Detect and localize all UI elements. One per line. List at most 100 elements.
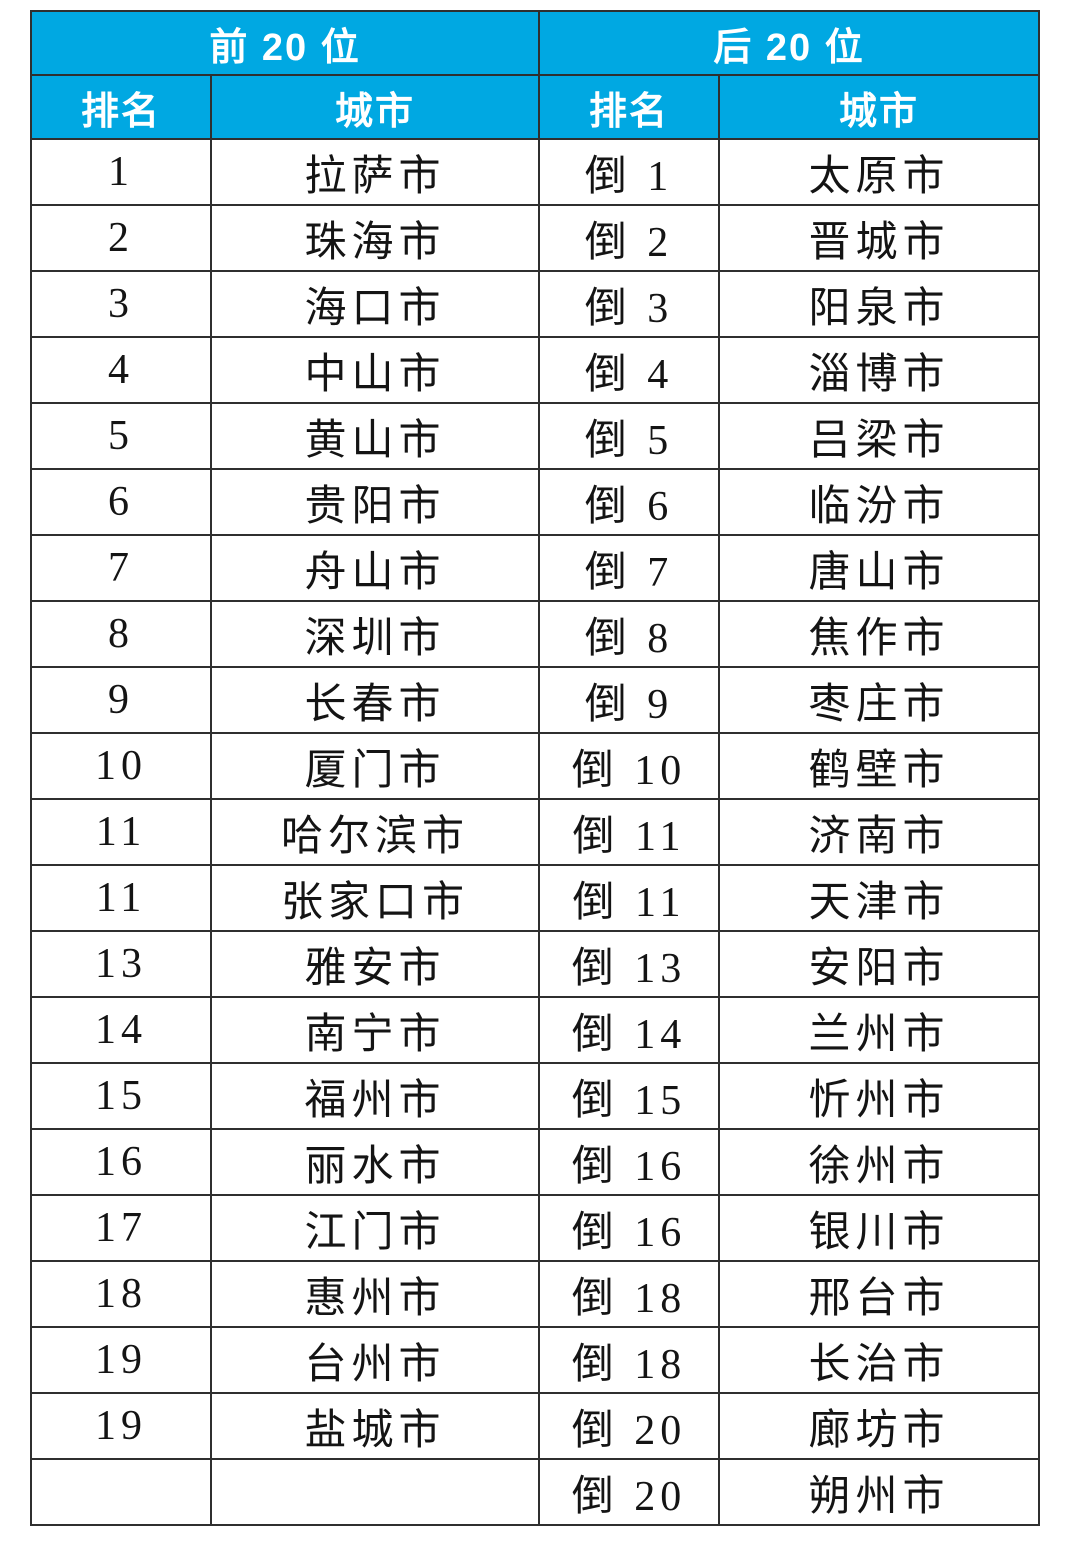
table-row: 3 海口市倒 3 阳泉市 <box>30 270 1041 338</box>
ranking-table-container: 前 20 位 后 20 位 排名 城市 排名 城市 1 拉萨市倒 1 太原市 2 珠海市… <box>29 10 1041 1526</box>
city-cell-left: 哈尔滨市 <box>209 798 541 866</box>
city-cell-right: 鹤壁市 <box>718 732 1041 800</box>
table-body: 1 拉萨市倒 1 太原市 2 珠海市倒 2 晋城市 3 海口市倒 3 阳泉市 4 中山市倒 4 淄博市… <box>30 138 1041 1526</box>
table-row: 7 舟山市倒 7 唐山市 <box>30 534 1041 602</box>
rank-cell-right: 倒 3 <box>538 270 721 338</box>
rank-cell-left <box>30 1458 212 1526</box>
table-row: 17 江门市倒 16 银川市 <box>30 1194 1041 1262</box>
table-row: 4 中山市倒 4 淄博市 <box>30 336 1041 404</box>
table-row: 16 丽水市倒 16 徐州市 <box>30 1128 1041 1196</box>
city-cell-right: 长治市 <box>718 1326 1041 1394</box>
table-row: 15 福州市倒 15 忻州市 <box>30 1062 1041 1130</box>
city-cell-left: 张家口市 <box>209 864 541 932</box>
rank-cell-right: 倒 1 <box>538 138 721 206</box>
rank-cell-left: 1 <box>30 138 212 206</box>
table-row: 5 黄山市倒 5 吕梁市 <box>30 402 1041 470</box>
city-cell-left <box>209 1458 541 1526</box>
city-cell-right: 兰州市 <box>718 996 1041 1064</box>
city-cell-left: 贵阳市 <box>209 468 541 536</box>
city-cell-right: 吕梁市 <box>718 402 1041 470</box>
rank-cell-left: 14 <box>30 996 212 1064</box>
city-ranking-table: 前 20 位 后 20 位 排名 城市 排名 城市 1 拉萨市倒 1 太原市 2 珠海市… <box>29 10 1041 1526</box>
city-cell-right: 朔州市 <box>718 1458 1041 1526</box>
rank-cell-left: 3 <box>30 270 212 338</box>
city-cell-right: 银川市 <box>718 1194 1041 1262</box>
column-header-rank-right: 排名 <box>538 74 721 140</box>
rank-cell-right: 倒 14 <box>538 996 721 1064</box>
rank-cell-left: 8 <box>30 600 212 668</box>
rank-cell-left: 4 <box>30 336 212 404</box>
rank-cell-right: 倒 10 <box>538 732 721 800</box>
city-cell-right: 淄博市 <box>718 336 1041 404</box>
city-cell-left: 舟山市 <box>209 534 541 602</box>
city-cell-right: 济南市 <box>718 798 1041 866</box>
column-header-row: 排名 城市 排名 城市 <box>30 74 1041 140</box>
group-header-bottom20: 后 20 位 <box>538 10 1041 76</box>
rank-cell-right: 倒 7 <box>538 534 721 602</box>
rank-cell-right: 倒 16 <box>538 1128 721 1196</box>
city-cell-right: 邢台市 <box>718 1260 1041 1328</box>
city-cell-right: 天津市 <box>718 864 1041 932</box>
rank-cell-right: 倒 20 <box>538 1392 721 1460</box>
city-cell-left: 拉萨市 <box>209 138 541 206</box>
column-header-city-right: 城市 <box>718 74 1041 140</box>
rank-cell-right: 倒 6 <box>538 468 721 536</box>
rank-cell-right: 倒 18 <box>538 1260 721 1328</box>
city-cell-left: 深圳市 <box>209 600 541 668</box>
city-cell-left: 雅安市 <box>209 930 541 998</box>
city-cell-left: 惠州市 <box>209 1260 541 1328</box>
city-cell-left: 福州市 <box>209 1062 541 1130</box>
city-cell-right: 安阳市 <box>718 930 1041 998</box>
city-cell-right: 太原市 <box>718 138 1041 206</box>
table-row: 6 贵阳市倒 6 临汾市 <box>30 468 1041 536</box>
rank-cell-left: 6 <box>30 468 212 536</box>
city-cell-right: 徐州市 <box>718 1128 1041 1196</box>
rank-cell-right: 倒 5 <box>538 402 721 470</box>
table-row: 8 深圳市倒 8 焦作市 <box>30 600 1041 668</box>
rank-cell-left: 16 <box>30 1128 212 1196</box>
rank-cell-right: 倒 2 <box>538 204 721 272</box>
table-row: 13 雅安市倒 13 安阳市 <box>30 930 1041 998</box>
table-row: 2 珠海市倒 2 晋城市 <box>30 204 1041 272</box>
city-cell-right: 焦作市 <box>718 600 1041 668</box>
table-header: 前 20 位 后 20 位 排名 城市 排名 城市 <box>29 10 1041 140</box>
city-cell-left: 厦门市 <box>209 732 541 800</box>
city-cell-right: 廊坊市 <box>718 1392 1041 1460</box>
city-cell-left: 中山市 <box>209 336 541 404</box>
city-cell-left: 长春市 <box>209 666 541 734</box>
city-cell-left: 黄山市 <box>209 402 541 470</box>
rank-cell-right: 倒 8 <box>538 600 721 668</box>
rank-cell-left: 19 <box>30 1392 212 1460</box>
rank-cell-left: 7 <box>30 534 212 602</box>
rank-cell-right: 倒 16 <box>538 1194 721 1262</box>
city-cell-right: 唐山市 <box>718 534 1041 602</box>
rank-cell-right: 倒 11 <box>538 798 721 866</box>
city-cell-left: 海口市 <box>209 270 541 338</box>
table-row: 19 盐城市倒 20 廊坊市 <box>30 1392 1041 1460</box>
table-row: 19 台州市倒 18 长治市 <box>30 1326 1041 1394</box>
table-row: 9 长春市倒 9 枣庄市 <box>30 666 1041 734</box>
city-cell-right: 临汾市 <box>718 468 1041 536</box>
rank-cell-left: 10 <box>30 732 212 800</box>
rank-cell-left: 17 <box>30 1194 212 1262</box>
rank-cell-left: 18 <box>30 1260 212 1328</box>
table-row: 1 拉萨市倒 1 太原市 <box>30 138 1041 206</box>
table-row: 11 张家口市倒 11 天津市 <box>30 864 1041 932</box>
rank-cell-right: 倒 9 <box>538 666 721 734</box>
rank-cell-right: 倒 4 <box>538 336 721 404</box>
group-header-top20: 前 20 位 <box>29 10 541 76</box>
city-cell-right: 阳泉市 <box>718 270 1041 338</box>
rank-cell-right: 倒 20 <box>538 1458 721 1526</box>
rank-cell-left: 13 <box>30 930 212 998</box>
rank-cell-right: 倒 15 <box>538 1062 721 1130</box>
table-row: 倒 20 朔州市 <box>30 1458 1041 1526</box>
city-cell-right: 枣庄市 <box>718 666 1041 734</box>
rank-cell-left: 11 <box>30 864 212 932</box>
rank-cell-left: 19 <box>30 1326 212 1394</box>
rank-cell-right: 倒 11 <box>538 864 721 932</box>
rank-cell-right: 倒 13 <box>538 930 721 998</box>
city-cell-left: 盐城市 <box>209 1392 541 1460</box>
city-cell-right: 晋城市 <box>718 204 1041 272</box>
group-header-row: 前 20 位 后 20 位 <box>29 10 1041 76</box>
rank-cell-left: 15 <box>30 1062 212 1130</box>
